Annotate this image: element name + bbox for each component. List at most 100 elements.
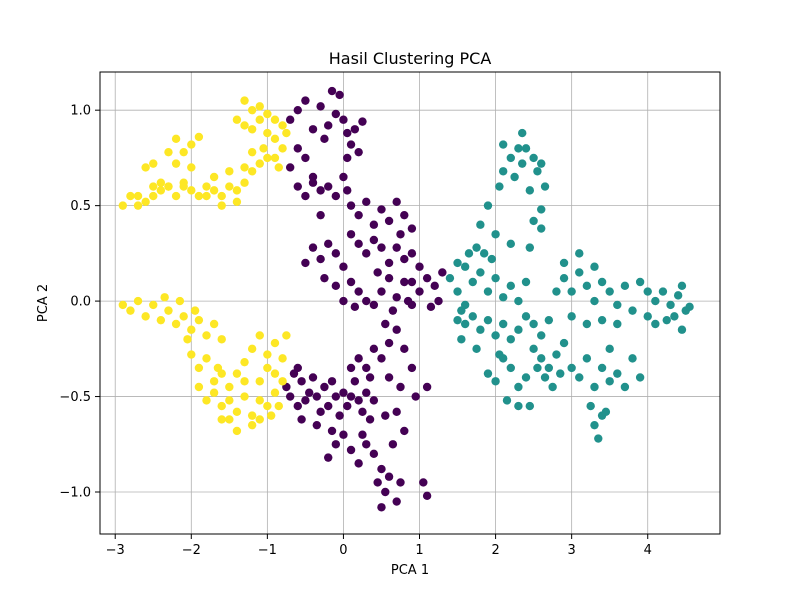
data-point (460, 319, 470, 329)
data-point (506, 281, 515, 291)
data-point (362, 440, 371, 449)
data-point (297, 377, 306, 386)
data-point (544, 363, 554, 373)
data-point (232, 426, 242, 436)
data-point (187, 325, 196, 334)
data-point (339, 296, 348, 306)
data-point (331, 281, 341, 291)
data-point (590, 420, 599, 430)
data-point (392, 197, 401, 207)
data-point (400, 210, 409, 220)
data-point (514, 401, 523, 411)
data-point (673, 291, 683, 300)
y-tick-label: −1.0 (59, 486, 91, 501)
data-point (369, 300, 379, 310)
data-point (559, 258, 569, 268)
data-point (274, 163, 283, 172)
data-point (149, 182, 158, 191)
x-tick-label: −2 (182, 543, 201, 558)
data-point (384, 472, 394, 481)
data-point (301, 96, 310, 105)
data-point (498, 167, 508, 176)
data-point (225, 396, 234, 405)
data-point (217, 191, 226, 201)
data-point (506, 363, 515, 373)
data-point (171, 319, 181, 329)
data-point (285, 163, 295, 172)
data-point (339, 430, 348, 439)
data-point (392, 293, 401, 302)
y-tick-label: −0.5 (59, 390, 91, 405)
data-point (384, 273, 394, 283)
data-point (468, 312, 477, 321)
data-point (331, 249, 341, 258)
data-point (635, 277, 645, 287)
data-point (308, 178, 318, 187)
data-point (537, 331, 546, 340)
data-point (601, 407, 611, 417)
data-point (373, 478, 382, 487)
data-point (582, 354, 592, 363)
data-point (335, 90, 344, 100)
data-point (331, 440, 341, 449)
data-point (320, 134, 329, 144)
data-point (677, 281, 687, 291)
data-point (308, 125, 318, 134)
data-point (247, 411, 257, 420)
data-point (156, 186, 166, 195)
data-point (400, 277, 409, 287)
data-point (339, 262, 348, 271)
data-point (278, 144, 287, 153)
data-point (434, 296, 443, 306)
data-point (354, 239, 363, 249)
data-point (354, 147, 363, 157)
data-point (643, 312, 652, 321)
data-point (506, 335, 515, 344)
data-point (472, 243, 481, 252)
data-point (278, 121, 287, 130)
data-point (529, 319, 538, 329)
data-point (358, 430, 367, 439)
data-point (225, 167, 234, 176)
data-point (476, 220, 485, 229)
data-point (605, 377, 614, 386)
y-tick-label: 0.5 (70, 199, 91, 214)
data-point (377, 464, 386, 474)
data-point (529, 153, 538, 163)
data-point (285, 392, 295, 401)
plot-frame (99, 71, 721, 535)
data-point (575, 373, 584, 382)
data-point (263, 401, 272, 411)
data-point (426, 302, 436, 312)
data-point (453, 315, 462, 325)
data-point (179, 147, 188, 157)
data-point (209, 377, 219, 386)
data-point (556, 369, 565, 378)
data-point (430, 281, 439, 291)
data-point (396, 230, 405, 239)
data-point (685, 302, 694, 312)
data-point (381, 319, 390, 329)
data-point (255, 102, 264, 111)
data-point (510, 172, 519, 182)
data-point (247, 167, 257, 176)
data-point (438, 268, 447, 277)
data-point (247, 420, 257, 430)
data-point (164, 182, 173, 191)
data-point (282, 128, 291, 138)
data-point (365, 373, 375, 382)
data-points (118, 86, 694, 512)
data-point (377, 205, 386, 214)
data-point (422, 491, 432, 501)
data-point (346, 230, 356, 239)
data-point (171, 191, 181, 201)
data-point (514, 325, 523, 334)
data-point (266, 411, 276, 420)
data-point (582, 319, 592, 329)
data-point (498, 293, 508, 302)
data-point (232, 186, 242, 195)
data-point (225, 415, 234, 424)
data-point (369, 449, 379, 459)
data-point (270, 153, 280, 163)
